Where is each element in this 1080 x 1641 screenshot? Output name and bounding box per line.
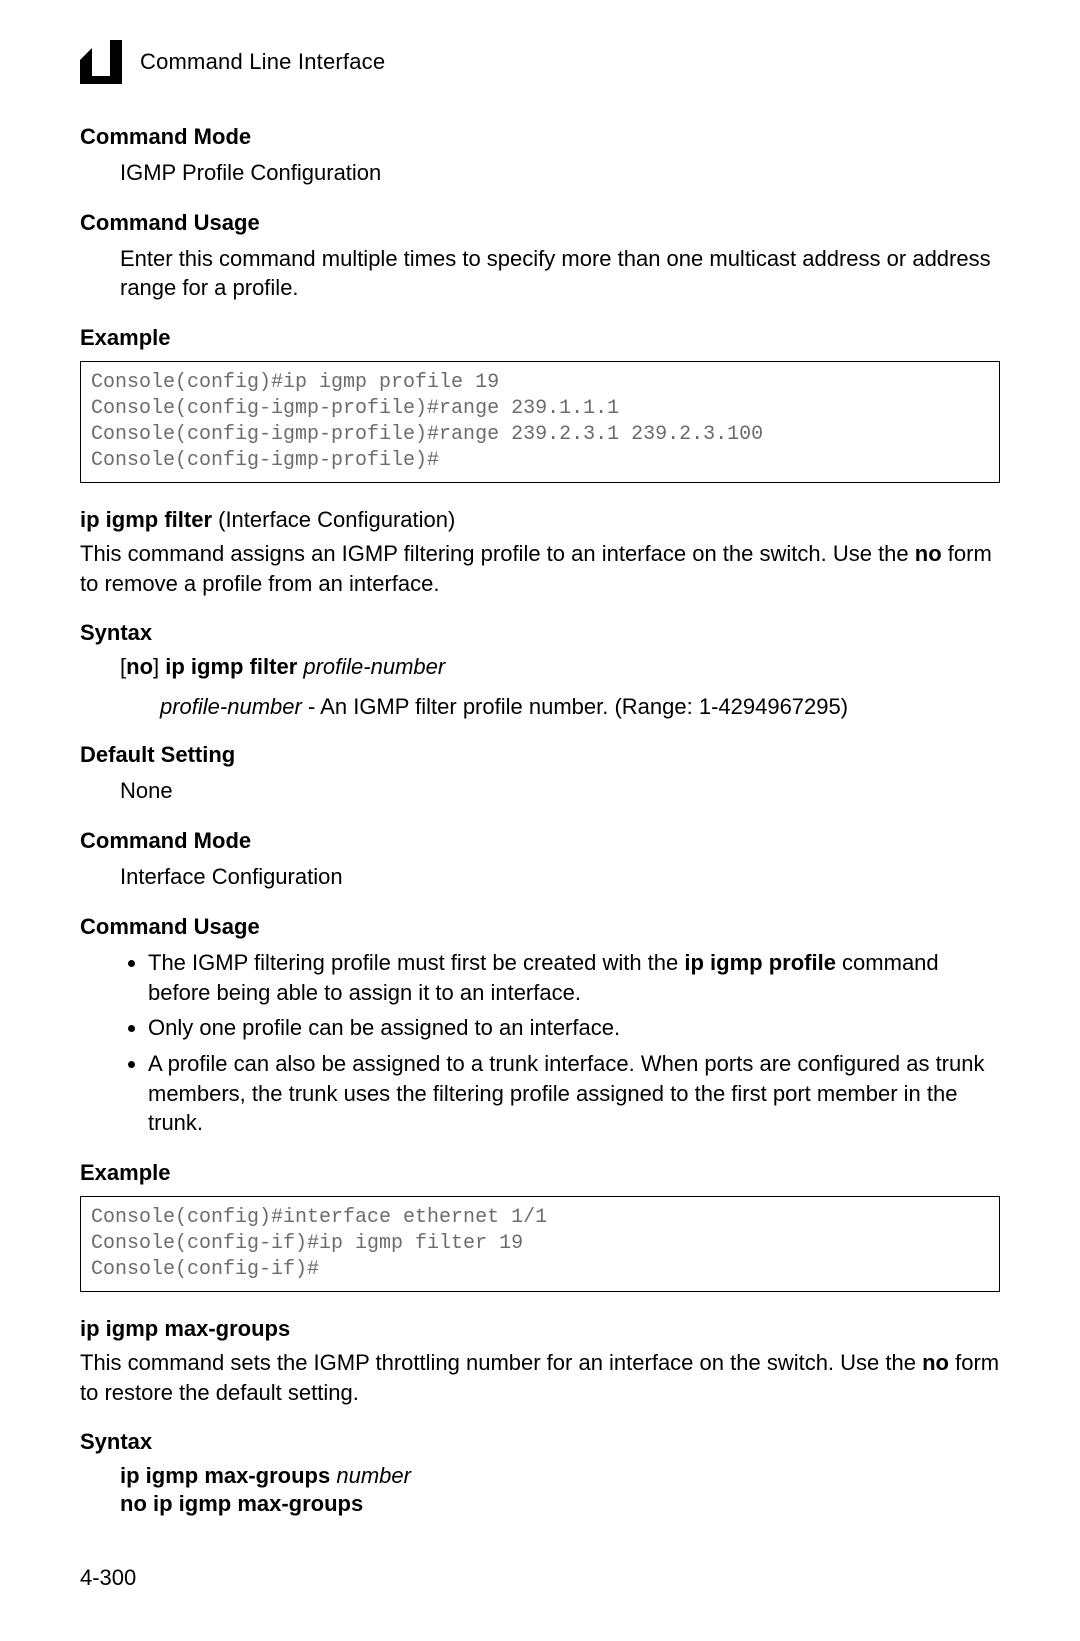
example-1-code: Console(config)#ip igmp profile 19 Conso… [80,361,1000,483]
cmd-maxgroups-title-bold: ip igmp max-groups [80,1316,290,1341]
syntax-2-line2: no ip igmp max-groups [120,1491,1000,1517]
cmd-filter-title: ip igmp filter (Interface Configuration) [80,507,1000,533]
heading-command-usage-2: Command Usage [80,914,1000,940]
syntax-2-line1: ip igmp max-groups number [120,1463,1000,1489]
command-usage-2-list: The IGMP filtering profile must first be… [120,948,1000,1138]
usage-2-bullet-3: A profile can also be assigned to a trun… [148,1049,1000,1138]
heading-command-mode-1: Command Mode [80,124,1000,150]
page-number: 4-300 [80,1565,1000,1591]
cmd-filter-title-rest: (Interface Configuration) [212,507,455,532]
syntax-2-line1-bold: ip igmp max-groups [120,1463,330,1488]
header-title: Command Line Interface [140,49,385,75]
syntax-1-desc-rest: - An IGMP filter profile number. (Range:… [302,694,848,719]
syntax-1-no: no [126,654,153,679]
heading-command-usage-1: Command Usage [80,210,1000,236]
chapter-icon [80,40,128,84]
cmd-filter-desc-bold: no [915,541,942,566]
cmd-maxgroups-title: ip igmp max-groups [80,1316,1000,1342]
command-mode-1-text: IGMP Profile Configuration [120,158,1000,188]
default-setting-text: None [120,776,1000,806]
cmd-maxgroups-desc-pre: This command sets the IGMP throttling nu… [80,1350,922,1375]
cmd-maxgroups-desc-bold: no [922,1350,949,1375]
syntax-1-desc-ital: profile-number [160,694,302,719]
heading-syntax-2: Syntax [80,1429,1000,1455]
syntax-1-desc: profile-number - An IGMP filter profile … [160,694,1000,720]
usage-2-bullet-1: The IGMP filtering profile must first be… [148,948,1000,1007]
heading-syntax-1: Syntax [80,620,1000,646]
syntax-1-mid: ] [153,654,165,679]
page-body: Command Line Interface Command Mode IGMP… [0,0,1080,1641]
usage-2-b1-bold: ip igmp profile [684,950,836,975]
heading-example-2: Example [80,1160,1000,1186]
syntax-2-line1-ital: number [336,1463,411,1488]
syntax-1-ital: profile-number [303,654,445,679]
heading-example-1: Example [80,325,1000,351]
heading-command-mode-2: Command Mode [80,828,1000,854]
cmd-filter-description: This command assigns an IGMP filtering p… [80,539,1000,598]
heading-default-setting: Default Setting [80,742,1000,768]
usage-2-b1-pre: The IGMP filtering profile must first be… [148,950,684,975]
command-usage-1-text: Enter this command multiple times to spe… [120,244,1000,303]
cmd-filter-desc-pre: This command assigns an IGMP filtering p… [80,541,915,566]
page-header: Command Line Interface [80,40,1000,84]
syntax-1-line: [no] ip igmp filter profile-number [120,654,1000,680]
cmd-filter-title-bold: ip igmp filter [80,507,212,532]
syntax-1-cmd: ip igmp filter [165,654,297,679]
usage-2-bullet-2: Only one profile can be assigned to an i… [148,1013,1000,1043]
syntax-2-line2-bold: no ip igmp max-groups [120,1491,363,1516]
cmd-maxgroups-description: This command sets the IGMP throttling nu… [80,1348,1000,1407]
example-2-code: Console(config)#interface ethernet 1/1 C… [80,1196,1000,1292]
command-mode-2-text: Interface Configuration [120,862,1000,892]
